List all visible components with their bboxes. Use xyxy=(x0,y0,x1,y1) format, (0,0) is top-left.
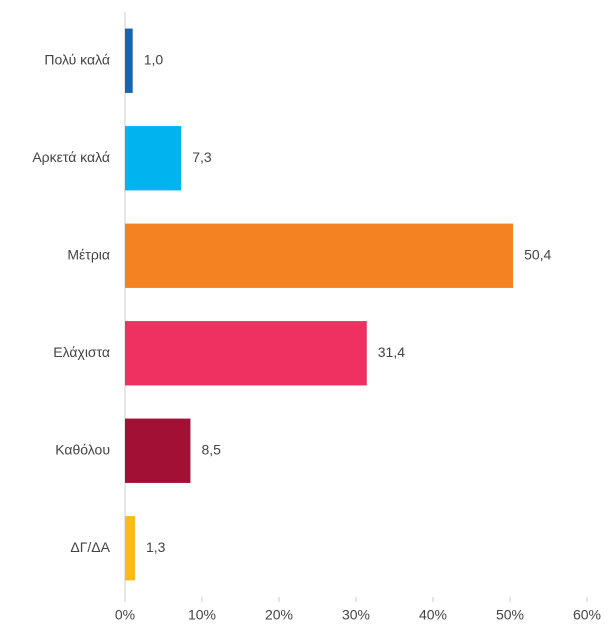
bar xyxy=(125,321,367,386)
value-label: 50,4 xyxy=(524,246,551,262)
value-label: 8,5 xyxy=(201,441,221,457)
bar xyxy=(125,28,133,93)
x-tick-label: 50% xyxy=(496,607,524,623)
x-tick-label: 40% xyxy=(419,607,447,623)
bar xyxy=(125,126,182,191)
bar xyxy=(125,418,191,483)
x-tick-label: 10% xyxy=(188,607,216,623)
bar xyxy=(125,223,514,288)
y-tick-label: Μέτρια xyxy=(67,246,110,262)
x-tick-label: 0% xyxy=(115,607,135,623)
y-tick-label: Αρκετά καλά xyxy=(32,149,110,165)
y-tick-label: Πολύ καλά xyxy=(44,51,110,67)
y-tick-label: ΔΓ/ΔΑ xyxy=(70,539,110,555)
bar xyxy=(125,516,136,581)
x-tick-label: 60% xyxy=(573,607,601,623)
value-label: 1,0 xyxy=(144,51,164,67)
y-tick-label: Ελάχιστα xyxy=(53,344,110,360)
value-label: 1,3 xyxy=(146,539,166,555)
x-tick-label: 30% xyxy=(342,607,370,623)
value-label: 7,3 xyxy=(192,149,212,165)
y-tick-label: Καθόλου xyxy=(55,441,110,457)
x-tick-label: 20% xyxy=(265,607,293,623)
value-label: 31,4 xyxy=(378,344,405,360)
